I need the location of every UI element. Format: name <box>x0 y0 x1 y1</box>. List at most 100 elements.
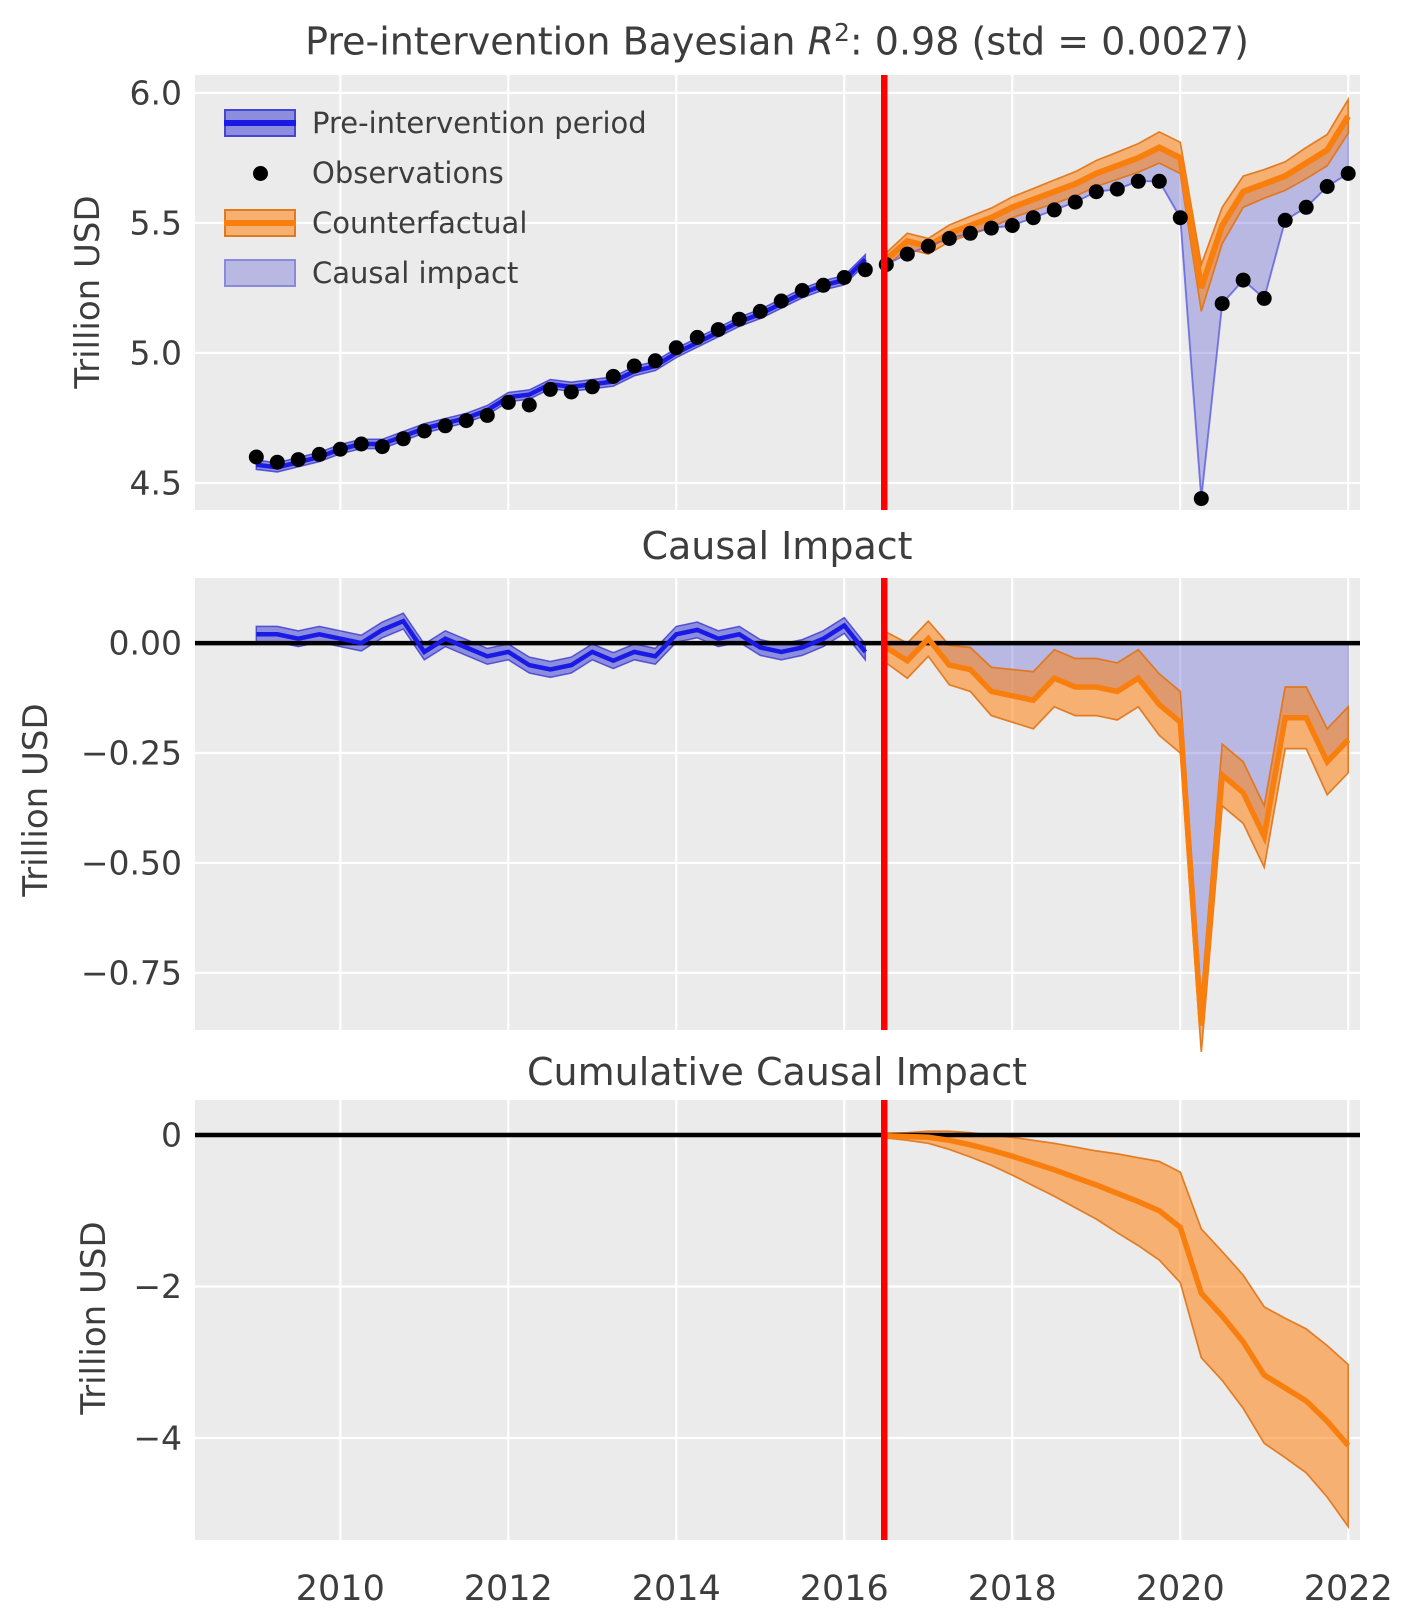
observation-dot <box>311 446 327 462</box>
title-r-symbol: R <box>807 19 835 64</box>
observation-dot <box>521 397 537 413</box>
observation-dot <box>269 454 285 470</box>
observation-dot <box>983 220 999 236</box>
observation-dot <box>962 225 978 241</box>
x-tick-label: 2016 <box>800 1569 889 1609</box>
observation-dot <box>1025 210 1041 226</box>
legend-label: Counterfactual <box>312 206 528 240</box>
observation-dot <box>1067 194 1083 210</box>
title-superscript: 2 <box>834 18 850 47</box>
black-dot-icon <box>224 158 296 188</box>
y-axis-label-bottom: Trillion USD <box>74 1221 114 1415</box>
y-tick-label: −0.25 <box>81 733 182 772</box>
title-prefix: Pre-intervention Bayesian <box>305 19 808 64</box>
legend-item-pre-intervention: Pre-intervention period <box>224 98 647 148</box>
observation-dot <box>1214 296 1230 312</box>
observation-dot <box>1256 290 1272 306</box>
observation-dot <box>1130 173 1146 189</box>
legend-item-causal-impact: Causal impact <box>224 248 647 298</box>
title-suffix: : 0.98 (std = 0.0027) <box>849 19 1249 64</box>
observation-dot <box>1319 179 1335 194</box>
panel-title-cumulative-causal-impact: Cumulative Causal Impact <box>526 1050 1028 1094</box>
observation-dot <box>857 262 873 278</box>
impact-band <box>883 619 1350 1053</box>
impact-line <box>884 634 1351 1026</box>
y-tick-label: 6.0 <box>130 73 182 112</box>
observation-dot <box>437 418 453 434</box>
y-tick-label: 5.0 <box>130 333 182 372</box>
cumulative-line <box>883 1132 1351 1448</box>
observation-dot <box>1109 181 1125 197</box>
x-tick-label: 2012 <box>464 1569 553 1609</box>
counterfactual-band <box>883 96 1350 312</box>
observation-dot <box>647 353 663 369</box>
blue-band-line-icon <box>224 108 296 138</box>
observation-dot <box>416 423 432 439</box>
observation-dot <box>1151 173 1167 189</box>
legend-label: Observations <box>312 156 504 190</box>
observation-dot <box>920 238 936 254</box>
pre-impact-line <box>256 618 868 672</box>
legend-item-observations: Observations <box>224 148 647 198</box>
observation-dot <box>1172 210 1188 226</box>
observation-dot <box>836 270 852 285</box>
observation-dot <box>479 407 495 423</box>
y-axis-label-middle: Trillion USD <box>16 703 56 897</box>
observation-dot <box>668 340 684 356</box>
observation-dot <box>353 436 369 452</box>
y-tick-label: −2 <box>133 1267 182 1306</box>
observation-dot <box>584 379 600 395</box>
observation-dot <box>290 452 306 468</box>
x-tick-label: 2020 <box>1136 1569 1225 1609</box>
observation-dot <box>563 384 579 400</box>
observation-dot <box>374 439 390 455</box>
observation-dot <box>542 381 558 397</box>
x-tick-label: 2014 <box>632 1569 721 1609</box>
observation-dot <box>710 322 726 338</box>
lavender-patch-icon <box>224 258 296 288</box>
observation-dot <box>458 413 474 429</box>
y-tick-label: −0.75 <box>81 953 182 992</box>
observation-dot <box>731 311 747 327</box>
observation-dot <box>689 329 705 345</box>
observation-dot <box>1004 218 1020 233</box>
observation-dot <box>794 283 810 298</box>
x-tick-label: 2018 <box>968 1569 1057 1609</box>
observation-dot <box>1088 184 1104 200</box>
observation-dot <box>332 441 348 457</box>
observation-dot <box>500 394 516 410</box>
observation-dot <box>1235 272 1251 288</box>
legend-item-counterfactual: Counterfactual <box>224 198 647 248</box>
x-tick-label: 2022 <box>1304 1569 1393 1609</box>
legend-label: Pre-intervention period <box>312 106 647 140</box>
legend-label: Causal impact <box>312 256 519 290</box>
observation-dot <box>248 449 264 465</box>
y-tick-label: 5.5 <box>130 203 182 242</box>
y-tick-label: 4.5 <box>130 463 182 502</box>
observation-dot <box>1340 166 1356 181</box>
legend: Pre-intervention period Observations Cou… <box>224 98 647 298</box>
x-tick-label: 2010 <box>296 1569 385 1609</box>
y-tick-label: 0.00 <box>109 624 182 663</box>
orange-band-line-icon <box>224 208 296 238</box>
observation-dot <box>1277 212 1293 228</box>
observation-dot <box>899 246 915 262</box>
observation-dot <box>752 303 768 319</box>
y-tick-label: 0 <box>161 1115 182 1154</box>
observation-dot <box>1298 199 1314 215</box>
observation-dot <box>626 358 642 374</box>
observation-dot <box>1193 491 1209 507</box>
observation-dot <box>395 431 411 447</box>
panel-background <box>195 1100 1360 1540</box>
observation-dot <box>815 277 831 293</box>
y-axis-label-top: Trillion USD <box>68 195 108 389</box>
y-tick-label: −4 <box>133 1418 182 1457</box>
observation-dot <box>773 293 789 309</box>
panel-title-pre-intervention: Pre-intervention Bayesian R2: 0.98 (std … <box>305 18 1249 64</box>
observation-dot <box>941 231 957 246</box>
panel-title-causal-impact: Causal Impact <box>641 524 913 568</box>
cumulative-band <box>883 1130 1350 1530</box>
y-tick-label: −0.50 <box>81 843 182 882</box>
